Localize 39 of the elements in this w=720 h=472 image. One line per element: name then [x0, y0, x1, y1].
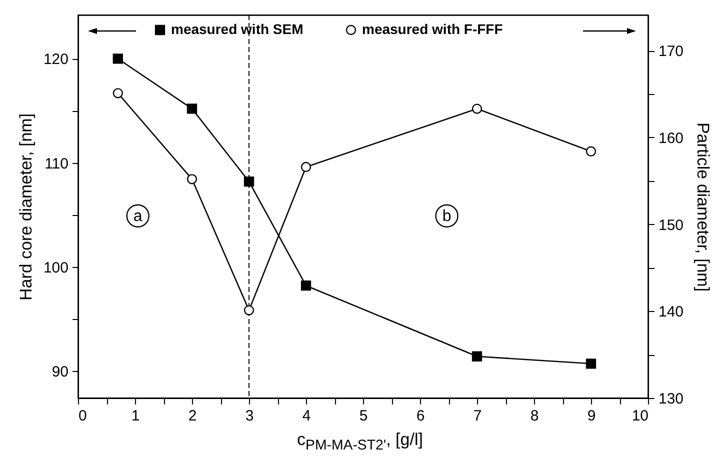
- point: [472, 351, 482, 362]
- y2-tick-label: 170: [658, 43, 684, 60]
- point: [300, 280, 312, 291]
- point: [300, 162, 312, 172]
- x-tick-label: 9: [587, 408, 596, 424]
- y-tick-label: 120: [43, 51, 68, 68]
- x-axis-title: c$_{PM-MA-ST2'}$, [g/l]: [296, 430, 424, 454]
- y-tick-label: 110: [44, 155, 68, 172]
- point: [586, 358, 596, 369]
- point: [112, 54, 123, 64]
- x-tick-label: 6: [416, 408, 425, 424]
- y-tick-label: 90: [52, 363, 68, 380]
- y2-tick-label: 160: [658, 130, 684, 147]
- point: [586, 146, 596, 156]
- point: [186, 174, 198, 184]
- y-tick-label: 100: [43, 259, 68, 276]
- point: [112, 88, 123, 98]
- x-tick-label: 5: [359, 408, 368, 424]
- y2-tick-label: 140: [658, 304, 684, 321]
- x-tick-label: 10: [632, 408, 648, 424]
- y-axis-title: Hard core diameter, [nm]: [16, 113, 36, 301]
- point: [244, 176, 254, 187]
- y2-tick-label: 130: [658, 390, 684, 408]
- point: [186, 104, 198, 114]
- x-tick-label: 8: [530, 408, 539, 424]
- x-tick-label: 3: [245, 408, 254, 424]
- x-tick-label: 1: [131, 408, 140, 424]
- x-tick-label: 0: [78, 408, 87, 424]
- annotation: a: [133, 208, 142, 225]
- y2-tick-label: 150: [658, 216, 684, 234]
- x-tick-label: 7: [473, 408, 482, 424]
- legend-label: measured with SEM: [171, 21, 304, 37]
- legend-label: measured with F-FFF: [362, 21, 504, 37]
- annotation: b: [442, 208, 452, 225]
- x-tick-label: 2: [188, 408, 197, 424]
- y2-axis-title: Particle diameter, [nm]: [694, 122, 713, 292]
- x-tick-label: 4: [302, 408, 311, 424]
- point: [472, 104, 482, 114]
- point: [244, 305, 254, 316]
